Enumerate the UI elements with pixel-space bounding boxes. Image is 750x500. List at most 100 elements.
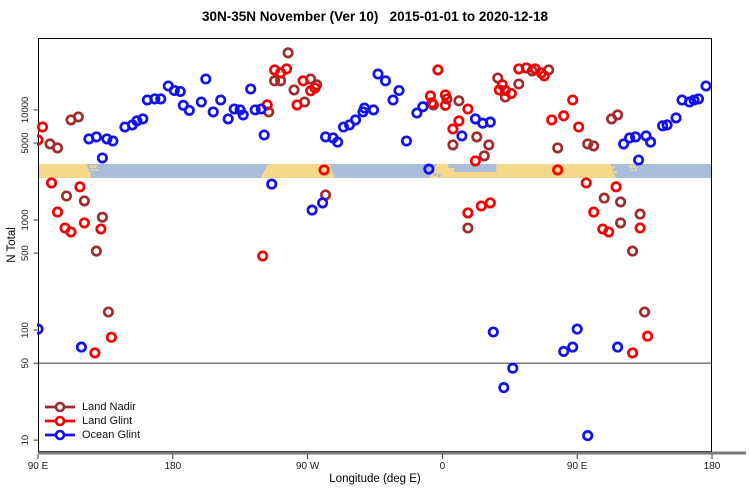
scatter-point-ocean-glint bbox=[349, 114, 362, 126]
scatter-point-ocean-glint bbox=[131, 115, 143, 127]
scatter-point-land-glint bbox=[634, 222, 646, 234]
scatter-point-land-glint bbox=[318, 164, 330, 176]
scatter-point-ocean-glint bbox=[215, 94, 227, 106]
y-tick-label: 500 bbox=[20, 245, 31, 261]
scatter-point-ocean-glint bbox=[498, 382, 510, 394]
scatter-point-land-nadir bbox=[269, 75, 281, 87]
scatter-point-land-glint bbox=[257, 250, 269, 262]
scatter-point-ocean-glint bbox=[101, 133, 113, 145]
scatter-point-land-glint bbox=[627, 347, 639, 359]
scatter-point-land-nadir bbox=[634, 208, 646, 220]
scatter-point-land-nadir bbox=[72, 111, 84, 123]
scatter-point-land-nadir bbox=[288, 84, 300, 96]
scatter-point-ocean-glint bbox=[168, 84, 180, 97]
scatter-point-land-nadir bbox=[639, 306, 651, 318]
scatter-point-ocean-glint bbox=[558, 345, 570, 357]
band-island bbox=[93, 165, 97, 168]
scatter-point-ocean-glint bbox=[245, 83, 257, 95]
scatter-point-land-nadir bbox=[51, 142, 64, 154]
scatter-point-land-glint bbox=[65, 226, 77, 238]
scatter-point-ocean-glint bbox=[657, 120, 669, 132]
scatter-point-land-nadir bbox=[102, 306, 114, 318]
scatter-point-land-glint bbox=[462, 103, 474, 115]
scatter-point-land-nadir bbox=[582, 138, 594, 150]
scatter-point-ocean-glint bbox=[207, 106, 219, 118]
scatter-point-ocean-glint bbox=[393, 84, 405, 97]
band-coast-speckle bbox=[437, 174, 441, 177]
scatter-point-ocean-glint bbox=[75, 341, 87, 353]
scatter-point-ocean-glint bbox=[107, 135, 119, 147]
legend-label-ocean-glint: Ocean Glint bbox=[82, 429, 141, 441]
scatter-point-land-nadir bbox=[627, 245, 639, 257]
scatter-point-land-nadir bbox=[588, 140, 600, 152]
band-coast-speckle bbox=[433, 173, 437, 176]
scatter-point-land-glint bbox=[552, 164, 564, 176]
scatter-point-ocean-glint bbox=[258, 129, 270, 141]
scatter-point-ocean-glint bbox=[507, 362, 519, 374]
chart-title: 30N-35N November (Ver 10) 2015-01-01 to … bbox=[202, 9, 548, 24]
scatter-point-ocean-glint bbox=[624, 132, 636, 144]
scatter-point-ocean-glint bbox=[487, 326, 499, 338]
band-land-segment bbox=[38, 164, 92, 178]
band-island bbox=[634, 169, 637, 171]
scatter-point-land-nadir bbox=[471, 131, 483, 143]
scatter-point-ocean-glint bbox=[137, 113, 149, 125]
y-tick-label: 10 bbox=[20, 435, 31, 446]
scatter-point-land-nadir bbox=[90, 245, 102, 257]
scatter-point-land-glint bbox=[74, 181, 86, 193]
scatter-point-land-glint bbox=[520, 62, 532, 74]
scatter-point-land-glint bbox=[95, 223, 107, 235]
scatter-point-land-glint bbox=[558, 110, 570, 122]
scatter-point-ocean-glint bbox=[484, 116, 496, 128]
legend-item-ocean-glint: Ocean Glint bbox=[44, 428, 140, 442]
scatter-point-ocean-glint bbox=[195, 96, 207, 108]
scatter-point-land-glint bbox=[573, 121, 585, 133]
scatter-point-land-nadir bbox=[282, 47, 294, 59]
scatter-point-land-glint bbox=[439, 99, 451, 111]
band-land-segment bbox=[260, 164, 335, 178]
scatter-point-land-glint bbox=[484, 197, 496, 209]
scatter-point-ocean-glint bbox=[661, 119, 673, 131]
legend-label-land-nadir: Land Nadir bbox=[82, 401, 136, 413]
scatter-point-land-glint bbox=[546, 114, 558, 126]
scatter-point-ocean-glint bbox=[700, 80, 712, 92]
scatter-point-land-nadir bbox=[447, 139, 459, 151]
scatter-point-ocean-glint bbox=[332, 136, 344, 148]
band-island bbox=[632, 165, 636, 168]
scatter-point-ocean-glint bbox=[337, 121, 350, 133]
scatter-point-land-glint bbox=[51, 206, 64, 218]
scatter-point-ocean-glint bbox=[90, 131, 102, 143]
scatter-point-land-glint bbox=[291, 99, 303, 111]
band-coast-speckle bbox=[262, 174, 266, 177]
x-tick-label: 0 bbox=[440, 461, 446, 472]
scatter-point-ocean-glint bbox=[387, 94, 399, 106]
scatter-point-land-glint bbox=[567, 94, 579, 106]
band-island bbox=[628, 165, 632, 168]
scatter-point-land-glint bbox=[37, 121, 49, 133]
x-tick-label: 90 E bbox=[567, 461, 588, 472]
scatter-point-ocean-glint bbox=[400, 135, 413, 147]
scatter-point-land-glint bbox=[281, 63, 293, 75]
scatter-point-land-nadir bbox=[598, 192, 610, 204]
scatter-point-land-nadir bbox=[612, 109, 624, 121]
scatter-point-ocean-glint bbox=[306, 204, 318, 216]
scatter-point-ocean-glint bbox=[266, 178, 278, 190]
x-tick-label: 180 bbox=[704, 461, 721, 472]
scatter-point-land-glint bbox=[469, 155, 481, 167]
scatter-point-land-nadir bbox=[552, 142, 564, 154]
legend: Land Nadir Land Glint Ocean Glint bbox=[44, 400, 140, 442]
scatter-points bbox=[37, 47, 712, 442]
band-island bbox=[91, 169, 94, 171]
scatter-point-ocean-glint bbox=[372, 68, 384, 80]
x-tick-label: 180 bbox=[164, 461, 181, 472]
scatter-point-ocean-glint bbox=[255, 103, 267, 115]
y-tick-label: 10000 bbox=[20, 97, 31, 123]
band-mediterranean bbox=[448, 164, 455, 168]
scatter-point-land-glint bbox=[642, 330, 654, 342]
scatter-point-ocean-glint bbox=[174, 85, 186, 98]
x-axis-title: Longitude (deg E) bbox=[329, 473, 421, 485]
scatter-point-ocean-glint bbox=[692, 93, 705, 105]
scatter-point-land-nadir bbox=[96, 211, 108, 223]
legend-item-land-glint: Land Glint bbox=[44, 414, 140, 428]
scatter-point-land-nadir bbox=[615, 196, 627, 208]
